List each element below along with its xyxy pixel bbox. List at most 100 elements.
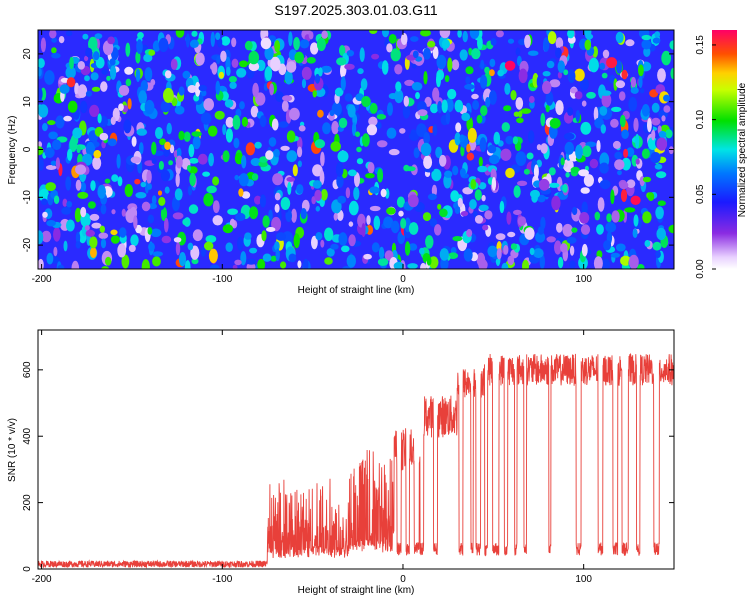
heatmap-cell (361, 96, 371, 107)
heatmap-cell (312, 180, 322, 189)
heatmap-cell (291, 208, 297, 223)
heatmap-cell (600, 124, 606, 134)
heatmap-cell (463, 248, 473, 262)
heatmap-cell (362, 133, 370, 147)
heatmap-cell (322, 122, 331, 135)
heatmap-cell (515, 97, 524, 110)
heatmap-cell (136, 128, 148, 136)
heatmap-cell (423, 132, 430, 145)
heatmap-cell (594, 211, 601, 221)
heatmap-cell (354, 172, 360, 188)
colorbar-tick-label: 0.15 (695, 35, 706, 55)
heatmap-cell (117, 243, 127, 258)
heatmap-cell (495, 30, 504, 38)
heatmap-cell (319, 170, 325, 185)
heatmap-cell (51, 37, 57, 43)
heatmap-cell (251, 173, 259, 181)
heatmap-cell (41, 230, 52, 243)
heatmap-cell (40, 37, 47, 53)
heatmap-cell (560, 157, 565, 166)
heatmap-cell (503, 245, 509, 255)
heatmap-cell (98, 232, 109, 239)
heatmap-cell (581, 100, 587, 107)
heatmap-cell (422, 212, 432, 222)
y-tick-label: 600 (22, 361, 33, 378)
heatmap-cell (437, 100, 443, 114)
heatmap-cell (124, 66, 134, 75)
x-tick-label: 0 (400, 274, 406, 285)
heatmap-cell (586, 91, 596, 99)
heatmap-cell (66, 201, 73, 208)
heatmap-cell (620, 189, 628, 202)
heatmap-cell (214, 110, 225, 120)
heatmap-cell (404, 241, 411, 256)
heatmap-cell (164, 217, 169, 233)
heatmap-cell (100, 204, 107, 215)
heatmap-cell (505, 167, 515, 179)
heatmap-cell (454, 99, 464, 113)
heatmap-cell (238, 188, 244, 197)
heatmap-cell (633, 117, 639, 132)
heatmap-cell (89, 213, 100, 221)
heatmap-cell (471, 48, 481, 60)
heatmap-cell (91, 222, 102, 229)
heatmap-cell (470, 178, 477, 190)
heatmap-cell (38, 67, 42, 77)
heatmap-cell (258, 161, 268, 168)
heatmap-cell (164, 70, 172, 79)
heatmap-cell (439, 30, 451, 39)
heatmap-cell (59, 84, 70, 94)
heatmap-cell (95, 56, 105, 69)
heatmap-cell (212, 176, 220, 186)
heatmap-cell (393, 261, 405, 269)
heatmap-cell (239, 101, 245, 110)
heatmap-cell (240, 251, 247, 266)
heatmap-cell (228, 76, 237, 83)
heatmap-cell (488, 154, 500, 165)
heatmap-cell (378, 246, 385, 260)
heatmap-cell (557, 71, 563, 79)
heatmap-cell (356, 146, 362, 153)
heatmap-cell (612, 140, 621, 149)
heatmap-cell (459, 168, 466, 177)
heatmap-cell (420, 30, 431, 37)
heatmap-cell (549, 79, 561, 88)
heatmap-cell (63, 115, 72, 122)
heatmap-cell (216, 55, 221, 65)
heatmap-cell (274, 203, 280, 213)
heatmap-cell (496, 248, 502, 260)
heatmap-cell (346, 254, 356, 268)
heatmap-cell (341, 245, 350, 253)
heatmap-cell (40, 198, 48, 206)
heatmap-cell (170, 58, 178, 70)
heatmap-cell (359, 47, 365, 62)
snr-x-ticks: -200 -100 0 100 (32, 330, 592, 585)
heatmap-cell (395, 81, 402, 92)
heatmap-cell (191, 30, 198, 37)
heatmap-cell (355, 131, 360, 137)
heatmap-cell (135, 51, 141, 64)
heatmap-cell (620, 255, 632, 266)
heatmap-cell (229, 218, 236, 228)
heatmap-cell (326, 248, 335, 257)
heatmap-cell (432, 87, 440, 102)
heatmap-cell (647, 137, 658, 150)
heatmap-cell (512, 136, 519, 145)
heatmap-cell (661, 115, 666, 122)
heatmap-cell (447, 252, 459, 259)
heatmap-cell (555, 37, 564, 50)
heatmap-cell (225, 128, 233, 143)
heatmap-cell (651, 102, 660, 113)
heatmap-cell (382, 30, 389, 38)
heatmap-cell (580, 121, 592, 135)
heatmap-cell (69, 137, 77, 153)
heatmap-cell (485, 97, 491, 108)
heatmap-cell (643, 46, 651, 58)
heatmap-cell (158, 37, 169, 53)
heatmap-cell (621, 69, 628, 80)
heatmap-cell (506, 211, 512, 225)
heatmap-cell (194, 81, 201, 97)
heatmap-cell (77, 84, 88, 98)
heatmap-cell (150, 228, 162, 238)
